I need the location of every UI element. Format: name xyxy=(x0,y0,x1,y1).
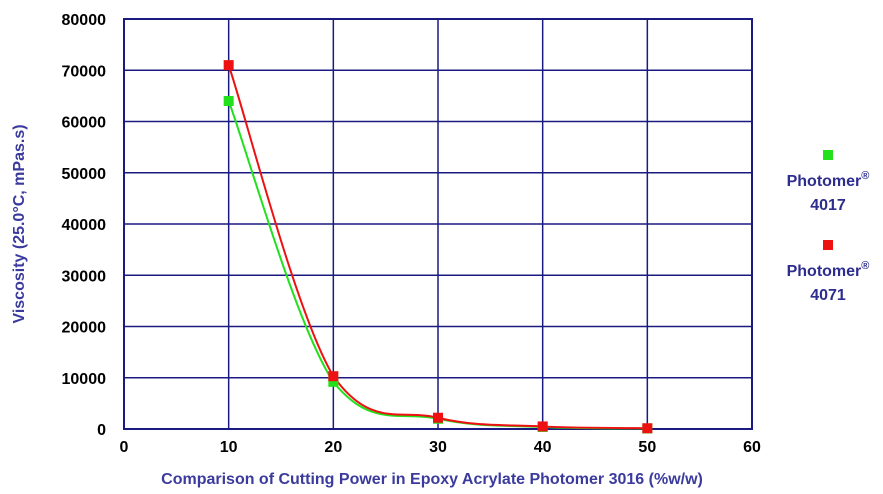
data-point-4071-20 xyxy=(328,371,339,382)
y-axis-title: Viscosity (25.0°C, mPas.s) xyxy=(11,124,28,323)
y-tick-label: 30000 xyxy=(62,268,107,285)
x-tick-label: 60 xyxy=(743,439,761,456)
x-tick-label: 10 xyxy=(220,439,238,456)
series-line-4071 xyxy=(227,64,648,430)
x-tick-label: 30 xyxy=(429,439,447,456)
legend-number-4017: 4017 xyxy=(810,197,846,214)
series-lines xyxy=(227,64,648,430)
y-tick-label: 20000 xyxy=(62,320,107,337)
y-tick-labels: 0 10000 20000 30000 40000 50000 60000 70000 8000… xyxy=(62,12,107,439)
y-tick-label: 40000 xyxy=(62,217,107,234)
data-point-4071-10 xyxy=(223,60,234,71)
x-axis-title: Comparison of Cutting Power in Epoxy Acr… xyxy=(161,471,703,488)
legend-marker-4017 xyxy=(823,150,833,160)
series-points xyxy=(223,60,653,434)
data-point-4071-40 xyxy=(537,421,548,432)
legend-label-4071: Photomer® xyxy=(787,260,870,280)
x-tick-label: 40 xyxy=(534,439,552,456)
y-tick-label: 0 xyxy=(97,422,106,439)
y-tick-label: 50000 xyxy=(62,166,107,183)
plot-grid xyxy=(123,18,753,430)
data-point-4017-10 xyxy=(223,96,234,106)
x-tick-label: 50 xyxy=(638,439,656,456)
x-tick-labels: 0 10 20 30 40 50 60 xyxy=(120,439,761,456)
data-point-4071-30 xyxy=(433,412,443,423)
legend: Photomer® 4017 Photomer® 4071 xyxy=(787,150,870,304)
x-tick-label: 20 xyxy=(324,439,342,456)
plot-frame xyxy=(123,18,753,430)
legend-number-4071: 4071 xyxy=(810,287,846,304)
legend-marker-4071 xyxy=(823,240,833,250)
data-point-4017-20 xyxy=(328,376,339,387)
x-tick-label: 0 xyxy=(120,439,129,456)
y-tick-label: 80000 xyxy=(62,12,107,29)
y-tick-label: 60000 xyxy=(62,115,107,132)
y-tick-label: 70000 xyxy=(62,63,107,80)
y-tick-label: 10000 xyxy=(62,371,107,388)
data-point-4071-50 xyxy=(642,423,653,434)
legend-label-4017: Photomer® xyxy=(787,170,870,190)
